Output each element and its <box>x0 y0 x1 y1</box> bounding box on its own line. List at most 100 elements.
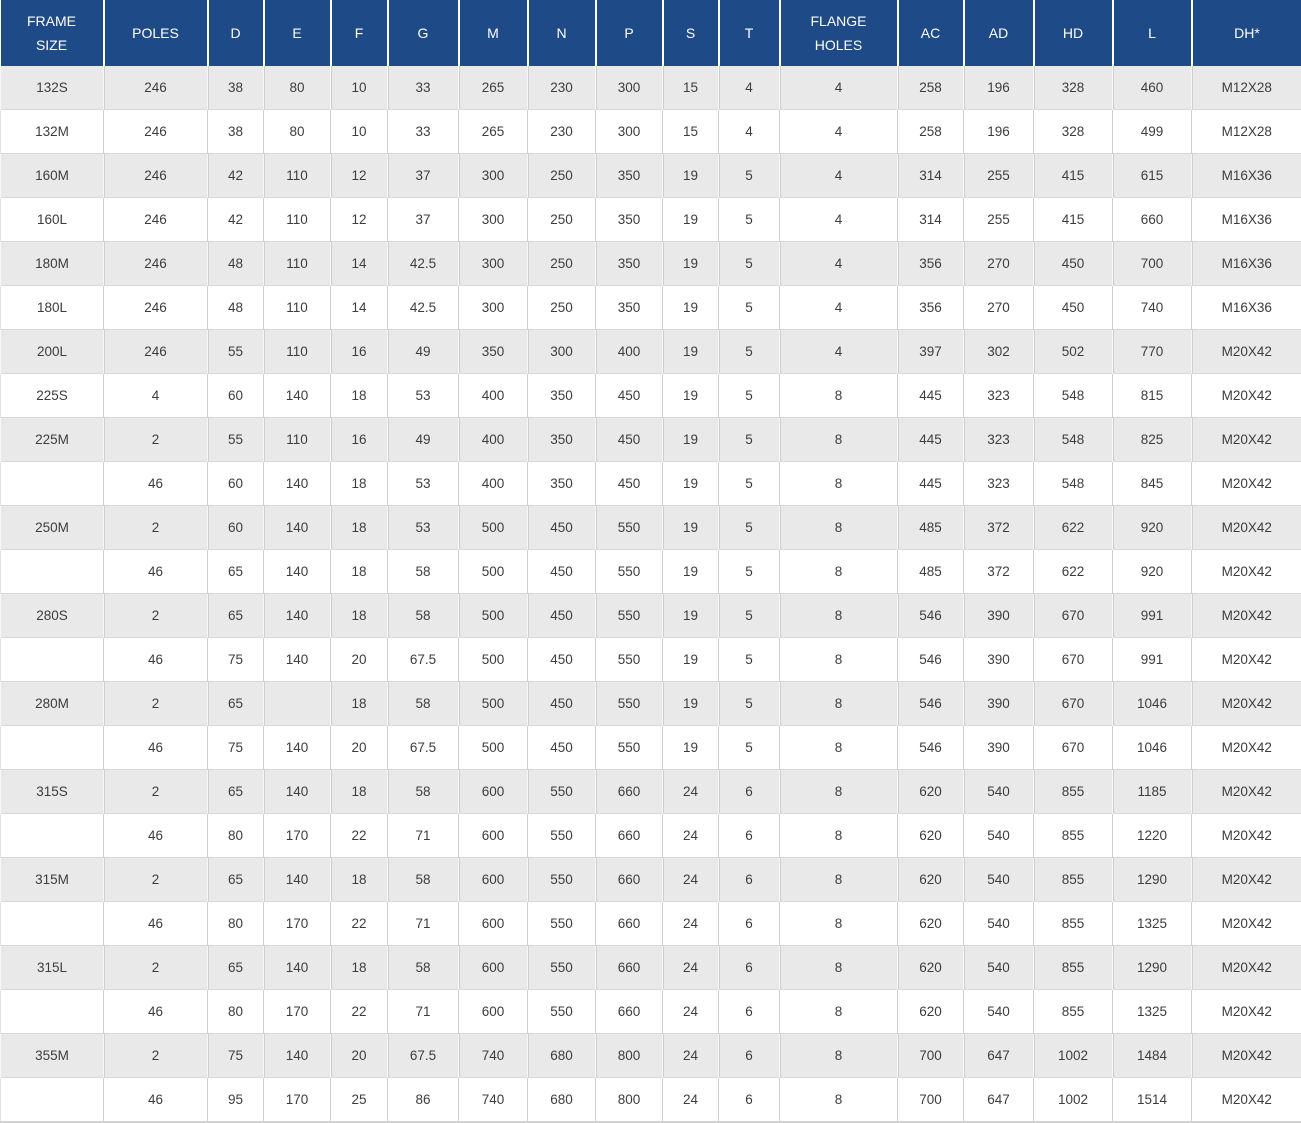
value-cell: 246 <box>103 153 208 198</box>
value-cell: 400 <box>595 329 663 374</box>
value-cell: 170 <box>263 901 331 946</box>
value-cell: 8 <box>779 725 898 770</box>
value-cell: 53 <box>387 373 459 418</box>
value-cell: 140 <box>263 725 331 770</box>
value-cell: 19 <box>662 417 719 462</box>
value-cell: 4 <box>718 109 780 154</box>
value-cell: 18 <box>330 461 388 506</box>
value-cell: 19 <box>662 549 719 594</box>
value-cell: M20X42 <box>1191 989 1301 1034</box>
value-cell: 18 <box>330 549 388 594</box>
value-cell: 660 <box>595 901 663 946</box>
value-cell: M20X42 <box>1191 593 1301 638</box>
value-cell: 22 <box>330 989 388 1034</box>
value-cell: 58 <box>387 681 459 726</box>
value-cell: M16X36 <box>1191 285 1301 330</box>
value-cell: 46 <box>103 637 208 682</box>
value-cell: 42.5 <box>387 285 459 330</box>
value-cell: 550 <box>527 769 596 814</box>
value-cell: 8 <box>779 1033 898 1078</box>
value-cell: 660 <box>595 989 663 1034</box>
value-cell: 53 <box>387 461 459 506</box>
column-header: L <box>1111 0 1192 66</box>
value-cell: M16X36 <box>1191 241 1301 286</box>
value-cell: 300 <box>458 285 528 330</box>
value-cell: 246 <box>103 197 208 242</box>
value-cell: 550 <box>527 857 596 902</box>
column-header: DH* <box>1190 0 1301 66</box>
value-cell: 350 <box>527 417 596 462</box>
value-cell: 65 <box>207 681 264 726</box>
value-cell: 20 <box>330 725 388 770</box>
value-cell: 300 <box>458 197 528 242</box>
value-cell: 540 <box>963 945 1034 990</box>
value-cell: 670 <box>1033 681 1113 726</box>
value-cell: M20X42 <box>1191 1033 1301 1078</box>
value-cell: 5 <box>718 549 780 594</box>
value-cell: 5 <box>718 505 780 550</box>
value-cell: 660 <box>595 857 663 902</box>
value-cell: M12X28 <box>1191 109 1301 154</box>
frame-size-cell <box>0 901 104 946</box>
value-cell: 323 <box>963 373 1034 418</box>
value-cell: 445 <box>897 417 964 462</box>
value-cell: 546 <box>897 725 964 770</box>
value-cell: 4 <box>779 241 898 286</box>
value-cell: 246 <box>103 241 208 286</box>
table-row: 160M 246 42 110 12 37 300 250 350 19 5 4 314 255 415 61… <box>0 153 1301 198</box>
frame-size-cell: 315L <box>0 945 104 990</box>
value-cell: 246 <box>103 109 208 154</box>
value-cell: 16 <box>330 329 388 374</box>
value-cell: 60 <box>207 505 264 550</box>
frame-size-cell: 225M <box>0 417 104 462</box>
value-cell: 38 <box>207 66 264 110</box>
value-cell: 4 <box>779 109 898 154</box>
value-cell: 46 <box>103 461 208 506</box>
value-cell: 6 <box>718 1033 780 1078</box>
value-cell: 5 <box>718 461 780 506</box>
value-cell: 33 <box>387 66 459 110</box>
value-cell: 372 <box>963 549 1034 594</box>
value-cell: 400 <box>458 373 528 418</box>
value-cell: 600 <box>458 989 528 1034</box>
value-cell: M20X42 <box>1191 637 1301 682</box>
value-cell: 37 <box>387 197 459 242</box>
value-cell: 24 <box>662 945 719 990</box>
value-cell: 600 <box>458 945 528 990</box>
value-cell: 42 <box>207 153 264 198</box>
value-cell: 250 <box>527 285 596 330</box>
value-cell: 19 <box>662 285 719 330</box>
frame-size-cell <box>0 1077 104 1122</box>
value-cell: 42 <box>207 197 264 242</box>
column-header: HD <box>1032 0 1113 66</box>
value-cell: 323 <box>963 417 1034 462</box>
value-cell: 356 <box>897 285 964 330</box>
value-cell: 2 <box>103 857 208 902</box>
value-cell: 2 <box>103 1033 208 1078</box>
value-cell: 920 <box>1112 505 1192 550</box>
value-cell: 95 <box>207 1077 264 1122</box>
value-cell: M20X42 <box>1191 945 1301 990</box>
value-cell: 58 <box>387 945 459 990</box>
value-cell: 540 <box>963 769 1034 814</box>
value-cell: 740 <box>458 1033 528 1078</box>
value-cell: 170 <box>263 1077 331 1122</box>
value-cell: 350 <box>527 373 596 418</box>
value-cell: 230 <box>527 109 596 154</box>
value-cell: 265 <box>458 109 528 154</box>
column-header: POLES <box>102 0 208 66</box>
value-cell: 372 <box>963 505 1034 550</box>
value-cell: 75 <box>207 637 264 682</box>
value-cell: 660 <box>595 769 663 814</box>
value-cell: 770 <box>1112 329 1192 374</box>
value-cell: 49 <box>387 417 459 462</box>
table-row: 180L 246 48 110 14 42.5 300 250 350 19 5 4 356 270 450… <box>0 285 1301 330</box>
value-cell: 6 <box>718 945 780 990</box>
value-cell: 6 <box>718 901 780 946</box>
value-cell: 2 <box>103 593 208 638</box>
frame-size-cell <box>0 813 104 858</box>
value-cell: 55 <box>207 329 264 374</box>
value-cell: 5 <box>718 725 780 770</box>
table-row: 315S 2 65 140 18 58 600 550 660 24 6 8 620 540 855 1185… <box>0 769 1301 814</box>
